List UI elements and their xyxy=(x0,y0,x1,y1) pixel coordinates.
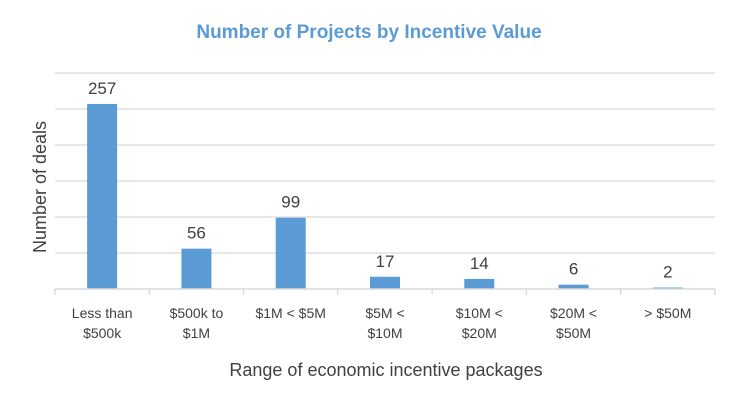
chart-title: Number of Projects by Incentive Value xyxy=(196,22,541,43)
x-tick-label: $500k to xyxy=(170,305,224,321)
x-tick-label: $20M < xyxy=(550,305,597,321)
bar xyxy=(558,284,589,289)
x-tick-label: > $50M xyxy=(644,305,691,321)
data-label: 257 xyxy=(88,79,116,98)
bar xyxy=(181,248,212,289)
bar xyxy=(275,217,306,289)
x-axis-title: Range of economic incentive packages xyxy=(229,360,542,380)
data-labels: 257 56 99 17 14 6 2 xyxy=(88,79,673,282)
x-tick-label: $50M xyxy=(556,325,591,341)
bar xyxy=(87,103,118,290)
data-label: 56 xyxy=(187,224,206,243)
x-tick-label: $5M < xyxy=(365,305,404,321)
x-tick-label: $10M xyxy=(367,325,402,341)
x-tick-label: $1M xyxy=(183,325,210,341)
bar xyxy=(464,278,495,289)
bars xyxy=(87,103,683,290)
data-label: 14 xyxy=(470,254,489,273)
x-tick-label: Less than xyxy=(72,305,133,321)
x-axis: Less than $500k $500k to $1M $1M < $5M $5M < $… xyxy=(54,288,716,341)
data-label: 17 xyxy=(376,252,395,271)
x-tick-label: $500k xyxy=(83,325,122,341)
y-axis-title: Number of deals xyxy=(30,121,50,253)
x-tick-label: $1M < $5M xyxy=(255,305,325,321)
x-tick-label: $20M xyxy=(462,325,497,341)
data-label: 99 xyxy=(281,193,300,212)
gridlines xyxy=(55,72,715,254)
bar xyxy=(370,276,400,289)
data-label: 2 xyxy=(663,263,672,282)
data-label: 6 xyxy=(569,260,578,279)
x-tick-label: $10M < xyxy=(456,305,503,321)
